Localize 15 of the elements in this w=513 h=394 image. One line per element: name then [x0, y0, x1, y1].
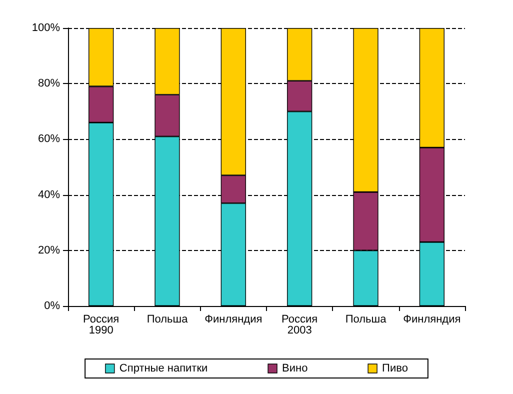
x-tick-label: Польша — [345, 314, 388, 326]
x-tick-label: Финляндия — [403, 314, 461, 326]
x-tick-label: Россия 1990 — [83, 314, 120, 336]
y-tick-label: 80% — [38, 78, 60, 90]
y-tick-label: 60% — [38, 133, 60, 146]
legend-label: Спртные напитки — [119, 362, 208, 374]
x-tick-label: Польша — [146, 314, 189, 326]
y-tick-label: 100% — [32, 22, 60, 34]
x-tick-label: Россия 2003 — [282, 314, 318, 336]
legend-label: Вино — [282, 362, 308, 374]
legend-label: Пиво — [382, 362, 408, 374]
y-tick-label: 0% — [44, 300, 60, 312]
y-tick-label: 40% — [38, 188, 60, 201]
x-tick-label: Финляндия — [204, 314, 262, 326]
y-tick-label: 20% — [38, 244, 60, 256]
